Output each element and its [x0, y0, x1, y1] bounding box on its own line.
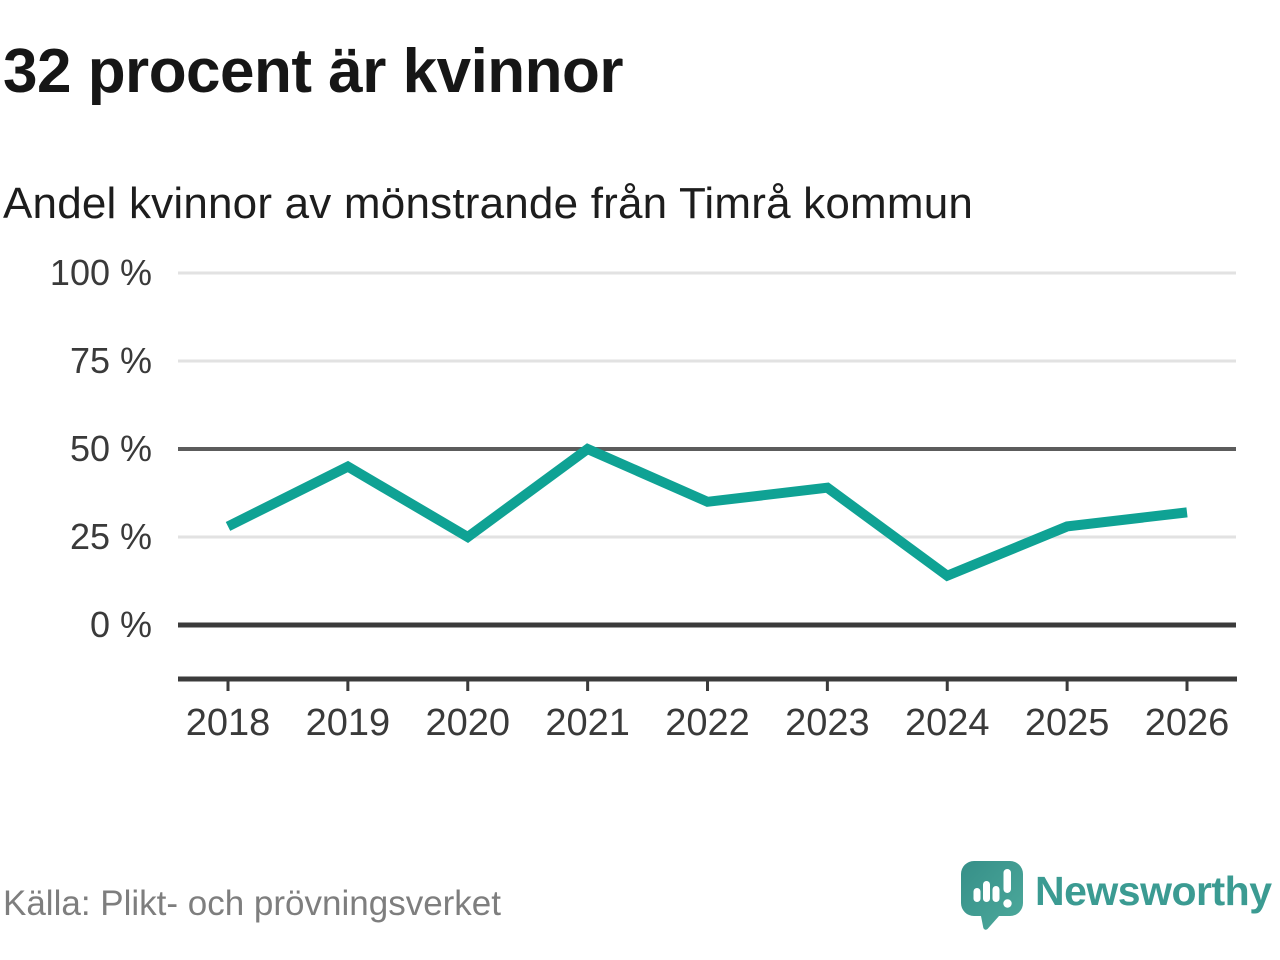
y-tick-label: 50 %: [69, 428, 152, 469]
chart-subtitle: Andel kvinnor av mönstrande från Timrå k…: [3, 179, 974, 228]
y-tick-label: 100 %: [49, 252, 152, 293]
newsworthy-wordmark: Newsworthy: [1035, 868, 1272, 914]
y-tick-label: 75 %: [69, 340, 152, 381]
x-tick-label: 2024: [904, 702, 990, 744]
page-title: 32 procent är kvinnor: [3, 37, 624, 106]
y-tick-label: 25 %: [69, 516, 152, 557]
x-tick-label: 2026: [1144, 702, 1230, 744]
source-caption: Källa: Plikt- och prövningsverket: [3, 884, 501, 923]
y-tick-label: 0 %: [89, 604, 152, 645]
x-tick-label: 2025: [1024, 702, 1110, 744]
x-tick-label: 2020: [425, 702, 511, 744]
newsworthy-logo: Newsworthy: [961, 857, 1277, 932]
x-tick-label: 2022: [665, 702, 750, 744]
gridlines: [178, 271, 1236, 628]
x-tick-label: 2018: [185, 702, 271, 744]
x-tick-label: 2023: [785, 702, 870, 744]
x-axis-ticks: [226, 679, 1189, 691]
x-tick-label: 2021: [545, 702, 630, 744]
y-axis: 100 % 75 % 50 % 25 % 0 %: [0, 0, 152, 960]
x-tick-label: 2019: [305, 702, 391, 744]
newsworthy-bubble-chart-icon: [961, 861, 1023, 930]
trend-line: [225, 443, 1188, 582]
